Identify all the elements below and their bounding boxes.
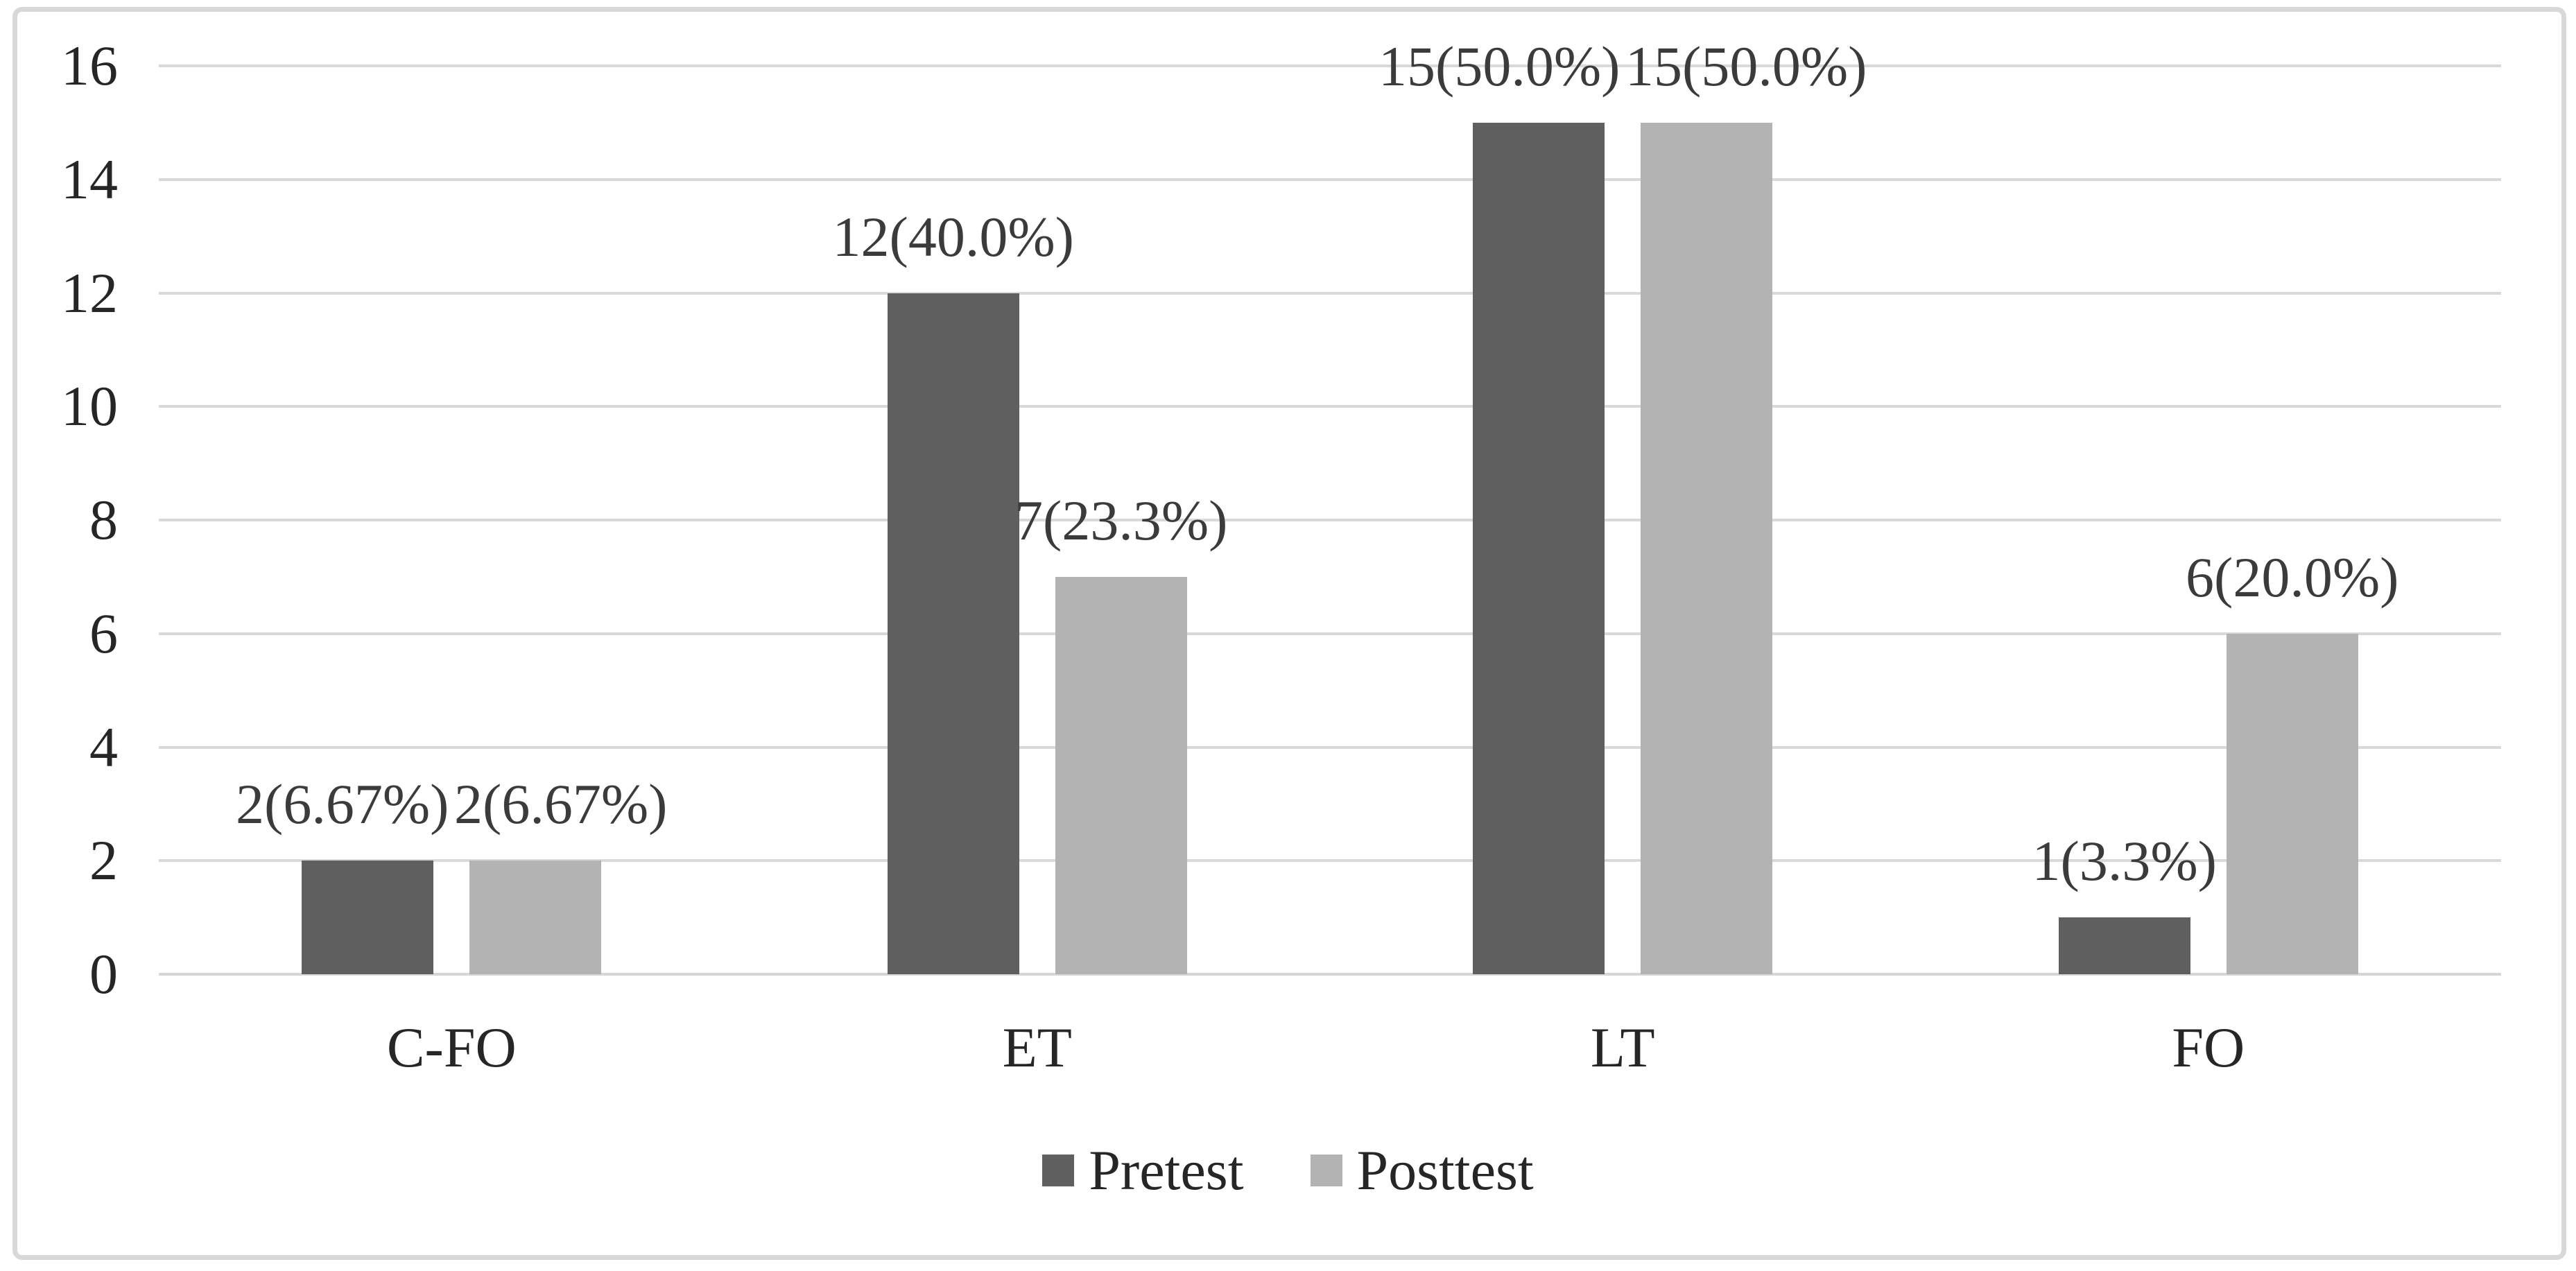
- bar-pretest-c-fo: [302, 861, 434, 974]
- data-label-pretest-et: 12(40.0%): [832, 205, 1074, 268]
- data-label-posttest-fo: 6(20.0%): [2186, 545, 2399, 609]
- data-label-pretest-fo: 1(3.3%): [2032, 829, 2217, 893]
- category-label-fo: FO: [2172, 1016, 2245, 1079]
- x-axis-line: [159, 973, 2501, 976]
- gridline-y12: [159, 291, 2501, 295]
- legend-swatch-icon: [1310, 1155, 1342, 1186]
- gridline-y4: [159, 745, 2501, 749]
- category-label-lt: LT: [1590, 1016, 1655, 1079]
- y-tick-label-12: 12: [61, 261, 118, 325]
- legend-entry-posttest: Posttest: [1310, 1139, 1534, 1202]
- bar-posttest-et: [1055, 576, 1187, 974]
- data-label-pretest-c-fo: 2(6.67%): [236, 772, 449, 836]
- legend-label: Posttest: [1356, 1139, 1534, 1202]
- y-tick-label-4: 4: [89, 715, 118, 779]
- data-label-pretest-lt: 15(50.0%): [1378, 34, 1620, 98]
- legend-swatch-icon: [1042, 1155, 1075, 1186]
- gridline-y16: [159, 64, 2501, 67]
- gridline-y2: [159, 859, 2501, 863]
- bar-posttest-lt: [1641, 122, 1773, 974]
- data-label-posttest-lt: 15(50.0%): [1625, 34, 1867, 98]
- gridline-y14: [159, 178, 2501, 181]
- y-tick-label-2: 2: [89, 829, 118, 892]
- bar-posttest-fo: [2226, 633, 2358, 974]
- data-label-posttest-et: 7(23.3%): [1014, 488, 1228, 552]
- y-tick-label-0: 0: [89, 942, 118, 1005]
- y-tick-label-6: 6: [89, 601, 118, 665]
- category-label-et: ET: [1002, 1016, 1072, 1079]
- y-tick-label-10: 10: [61, 374, 118, 438]
- bar-posttest-c-fo: [469, 861, 602, 974]
- legend: Pretest Posttest: [0, 1139, 2576, 1202]
- y-tick-label-14: 14: [61, 147, 118, 211]
- category-label-c-fo: C-FO: [386, 1016, 517, 1079]
- gridline-y6: [159, 632, 2501, 635]
- data-label-posttest-c-fo: 2(6.67%): [454, 772, 668, 836]
- legend-entry-pretest: Pretest: [1042, 1139, 1244, 1202]
- gridline-y8: [159, 519, 2501, 521]
- bar-pretest-fo: [2058, 917, 2190, 974]
- y-tick-label-8: 8: [89, 488, 118, 551]
- y-tick-label-16: 16: [61, 34, 118, 97]
- bar-pretest-et: [887, 293, 1019, 974]
- bar-pretest-lt: [1473, 122, 1605, 974]
- legend-label: Pretest: [1089, 1139, 1244, 1202]
- gridline-y10: [159, 405, 2501, 408]
